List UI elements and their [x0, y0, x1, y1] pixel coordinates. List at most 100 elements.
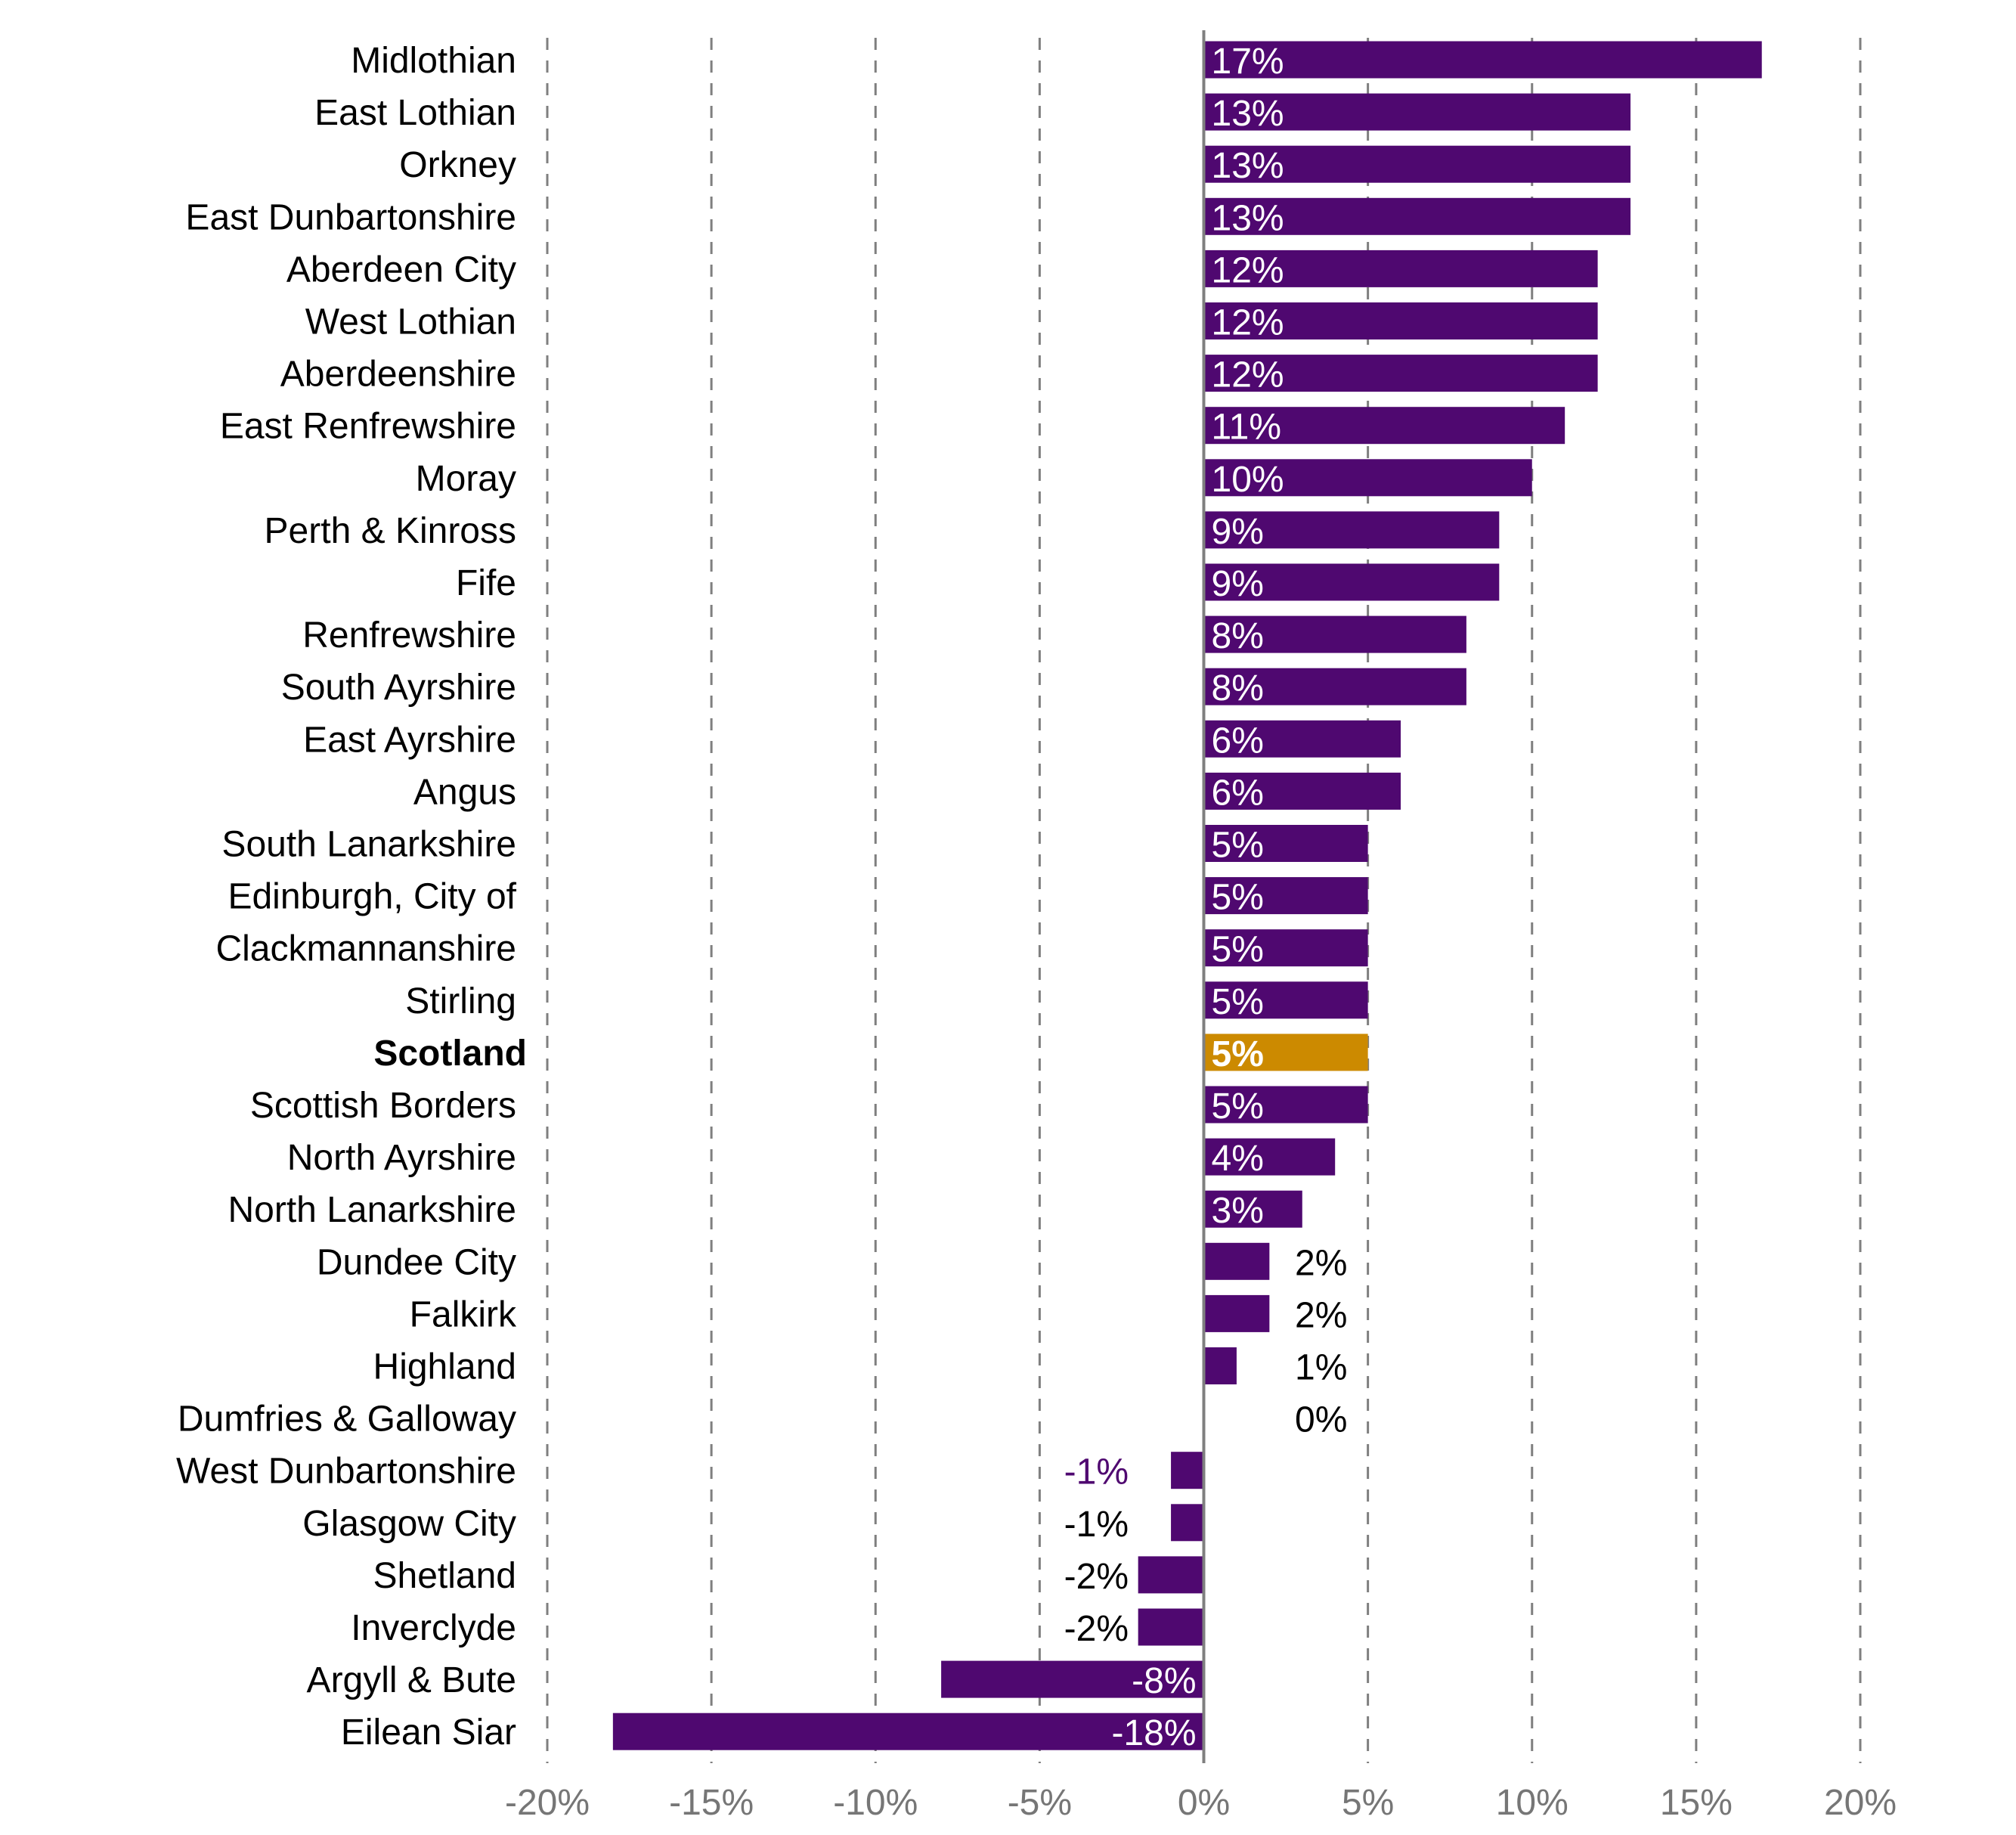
data-label: 13%: [1212, 94, 1284, 134]
bar: [1203, 197, 1631, 235]
bar: [1203, 41, 1762, 79]
category-label: West Dunbartonshire: [176, 1452, 516, 1492]
data-label: 12%: [1212, 355, 1284, 395]
category-label: Shetland: [373, 1556, 517, 1596]
category-label: North Lanarkshire: [228, 1190, 516, 1230]
bar: [1203, 250, 1598, 287]
category-label: Edinburgh, City of: [228, 877, 516, 917]
bar: [1138, 1556, 1204, 1594]
bar: [1203, 1347, 1237, 1384]
category-label: East Ayrshire: [303, 720, 516, 760]
bar: [1203, 1034, 1368, 1071]
category-label: Stirling: [405, 981, 516, 1021]
data-label: 13%: [1212, 198, 1284, 238]
bar: [1203, 407, 1565, 445]
data-label: 9%: [1212, 512, 1264, 552]
x-tick-label: -15%: [669, 1783, 754, 1823]
x-tick-label: -10%: [833, 1783, 918, 1823]
data-label: 11%: [1212, 408, 1282, 448]
category-labels: Midlothian East Lothian Orkney East Dunbart…: [176, 41, 527, 1753]
bar: [1203, 1138, 1336, 1176]
bar: [1203, 772, 1401, 810]
category-label: Argyll & Bute: [307, 1660, 516, 1700]
bar: [1203, 459, 1532, 497]
category-label: Midlothian: [351, 41, 516, 81]
category-label: Dundee City: [317, 1242, 516, 1282]
bar: [1203, 302, 1598, 339]
category-label: North Ayrshire: [287, 1138, 516, 1178]
category-label: Eilean Siar: [341, 1713, 516, 1753]
data-label: 0%: [1295, 1400, 1347, 1440]
data-label: 13%: [1212, 146, 1284, 186]
bar: [1203, 1242, 1270, 1280]
bar: [1203, 563, 1500, 601]
category-label: Orkney: [399, 145, 516, 185]
category-label: Glasgow City: [302, 1504, 516, 1544]
category-label: Perth & Kinross: [265, 511, 516, 551]
category-label: Scotland: [373, 1034, 527, 1074]
x-tick-label: 15%: [1660, 1783, 1733, 1823]
bar: [1171, 1452, 1204, 1489]
bar: [1203, 1086, 1368, 1124]
bar: [1203, 720, 1401, 758]
data-label: 5%: [1212, 878, 1264, 918]
bar: [1203, 825, 1368, 862]
bar: [1203, 929, 1368, 967]
data-label: 5%: [1212, 930, 1264, 970]
bar: [1203, 981, 1368, 1019]
category-label: Moray: [416, 459, 516, 499]
bar: [1203, 668, 1466, 705]
data-label: 12%: [1212, 303, 1284, 343]
data-label: -1%: [1064, 1452, 1129, 1492]
bar: [1203, 1190, 1302, 1228]
bars: [612, 41, 1762, 1750]
category-label: Aberdeen City: [286, 250, 516, 290]
data-label: 8%: [1212, 616, 1264, 656]
bar: [612, 1713, 1204, 1750]
bar: [1203, 615, 1466, 653]
bar: [1203, 511, 1500, 549]
data-labels: 17% 13% 13% 13% 12% 12% 12% 11% 10% 9% 9% 8% 8% 6% 6% 5…: [1064, 42, 1348, 1753]
bar: [941, 1660, 1204, 1698]
data-label: -8%: [1132, 1661, 1196, 1701]
data-label: 6%: [1212, 721, 1264, 761]
data-label: 5%: [1212, 982, 1264, 1022]
category-label: Highland: [373, 1347, 516, 1387]
category-label: Fife: [456, 563, 516, 603]
category-label: Inverclyde: [351, 1608, 516, 1648]
category-label: West Lothian: [305, 302, 516, 343]
category-label: East Renfrewshire: [220, 407, 516, 447]
data-label: -1%: [1064, 1505, 1129, 1545]
data-label: 12%: [1212, 250, 1284, 290]
data-label: 2%: [1295, 1295, 1347, 1335]
data-label: 6%: [1212, 773, 1264, 813]
bar: [1203, 93, 1631, 131]
data-label: 1%: [1295, 1348, 1347, 1388]
gridlines: [546, 38, 1862, 1763]
x-tick-label: -5%: [1008, 1783, 1072, 1823]
x-tick-label: 0%: [1178, 1783, 1230, 1823]
data-label: -18%: [1111, 1713, 1196, 1753]
category-label: Dumfries & Galloway: [178, 1399, 516, 1440]
x-tick-label: 10%: [1496, 1783, 1569, 1823]
category-label: Falkirk: [410, 1294, 517, 1334]
data-label: 5%: [1212, 1086, 1264, 1127]
data-label: 9%: [1212, 564, 1264, 604]
category-label: Aberdeenshire: [280, 355, 516, 395]
data-label: 5%: [1212, 1034, 1264, 1074]
data-label: 2%: [1295, 1243, 1347, 1283]
category-label: South Ayrshire: [281, 668, 516, 708]
data-label: 4%: [1212, 1139, 1264, 1179]
bar: [1171, 1504, 1204, 1542]
bar: [1203, 1294, 1270, 1332]
category-label: Scottish Borders: [250, 1086, 516, 1126]
data-label: 17%: [1212, 42, 1284, 82]
x-tick-label: -20%: [505, 1783, 590, 1823]
category-label: Angus: [413, 772, 516, 812]
bar: [1203, 145, 1631, 183]
data-label: -2%: [1064, 1557, 1129, 1597]
bar: [1138, 1608, 1204, 1646]
category-label: East Dunbartonshire: [185, 197, 516, 237]
category-label: East Lothian: [314, 93, 516, 133]
